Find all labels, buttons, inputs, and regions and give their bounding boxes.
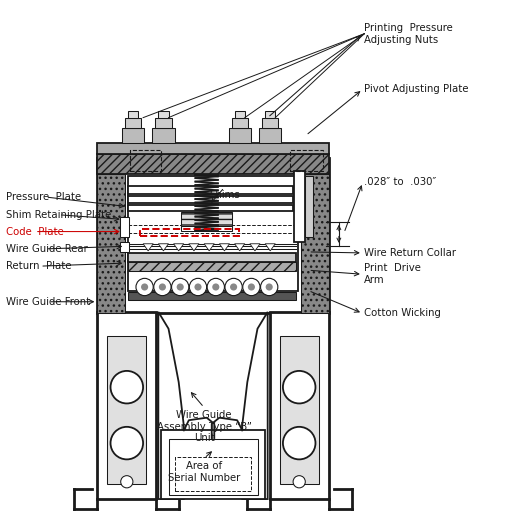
Circle shape <box>190 278 207 296</box>
Circle shape <box>136 278 153 296</box>
Bar <box>128 176 298 290</box>
Text: Code  Plate: Code Plate <box>6 227 63 236</box>
Circle shape <box>111 371 143 403</box>
Bar <box>158 111 168 117</box>
Bar <box>140 229 238 236</box>
Circle shape <box>171 278 189 296</box>
Polygon shape <box>204 244 214 251</box>
Polygon shape <box>265 244 276 251</box>
Circle shape <box>207 278 225 296</box>
Bar <box>232 117 248 128</box>
Bar <box>128 111 138 117</box>
Bar <box>108 336 146 484</box>
Bar <box>294 171 305 242</box>
Bar <box>156 117 171 128</box>
Text: Shim Retaining Plate: Shim Retaining Plate <box>6 210 111 220</box>
Text: Return  Plate: Return Plate <box>6 261 71 271</box>
Bar <box>97 154 329 174</box>
Bar <box>120 217 129 237</box>
Polygon shape <box>174 244 184 251</box>
Bar <box>235 111 245 117</box>
Circle shape <box>212 283 219 290</box>
Circle shape <box>230 283 237 290</box>
Circle shape <box>261 278 278 296</box>
Bar <box>181 227 232 231</box>
Bar <box>128 253 296 262</box>
Bar <box>229 128 251 143</box>
Bar <box>181 212 232 227</box>
Circle shape <box>111 427 143 459</box>
Text: Wire Guide Rear: Wire Guide Rear <box>6 244 88 254</box>
Polygon shape <box>143 244 153 251</box>
Bar <box>280 336 318 484</box>
Bar <box>301 174 329 314</box>
Bar <box>97 143 329 154</box>
Polygon shape <box>158 312 184 499</box>
Bar <box>97 158 329 314</box>
Circle shape <box>177 283 184 290</box>
Text: Area of
Serial Number: Area of Serial Number <box>168 461 240 483</box>
Polygon shape <box>158 244 168 251</box>
Circle shape <box>225 278 242 296</box>
Bar <box>262 117 278 128</box>
Bar <box>270 312 329 499</box>
Text: Pivot Adjusting Plate: Pivot Adjusting Plate <box>364 84 469 94</box>
Bar <box>97 174 125 314</box>
Bar <box>175 457 251 491</box>
Bar <box>130 150 161 171</box>
Polygon shape <box>250 244 260 251</box>
Polygon shape <box>189 244 199 251</box>
Circle shape <box>283 371 316 403</box>
Text: Wire Guide
Assembly Type “B”
Unit: Wire Guide Assembly Type “B” Unit <box>157 410 251 443</box>
Bar <box>305 176 314 237</box>
Circle shape <box>154 278 171 296</box>
Text: Print  Drive
Arm: Print Drive Arm <box>364 264 421 285</box>
Bar <box>97 312 156 499</box>
Text: .028″ to  .030″: .028″ to .030″ <box>364 177 437 187</box>
Circle shape <box>141 283 148 290</box>
Circle shape <box>293 476 305 488</box>
Text: Pressure  Plate: Pressure Plate <box>6 192 81 202</box>
Bar <box>120 242 129 252</box>
Circle shape <box>283 427 316 459</box>
Circle shape <box>195 283 201 290</box>
Bar <box>289 150 322 171</box>
Bar <box>128 291 296 300</box>
Bar <box>125 117 141 128</box>
Circle shape <box>159 283 166 290</box>
Circle shape <box>248 283 255 290</box>
Bar <box>152 128 175 143</box>
Polygon shape <box>235 244 245 251</box>
Text: Wire Guide Front: Wire Guide Front <box>6 297 90 307</box>
Text: Cotton Wicking: Cotton Wicking <box>364 308 441 318</box>
Text: Printing  Pressure
Adjusting Nuts: Printing Pressure Adjusting Nuts <box>364 23 453 45</box>
Circle shape <box>121 476 133 488</box>
Bar <box>161 431 265 499</box>
Text: Shims: Shims <box>209 190 240 200</box>
Bar <box>265 111 276 117</box>
Circle shape <box>266 283 273 290</box>
Bar <box>128 196 293 203</box>
Bar <box>259 128 281 143</box>
Polygon shape <box>219 244 230 251</box>
Bar <box>128 204 293 211</box>
Circle shape <box>243 278 260 296</box>
Bar <box>128 186 293 194</box>
Bar <box>122 128 144 143</box>
Bar <box>168 439 258 495</box>
Bar <box>128 262 296 271</box>
Polygon shape <box>242 312 268 499</box>
Text: Wire Return Collar: Wire Return Collar <box>364 248 456 258</box>
